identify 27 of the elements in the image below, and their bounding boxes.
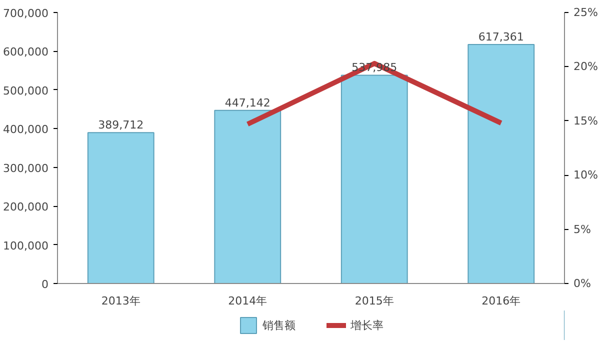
legend-label: 增长率 [350, 318, 384, 332]
y-tick-label: 0 [42, 278, 48, 291]
y-tick-label: 700,000 [3, 7, 49, 20]
y-tick-label: 100,000 [3, 239, 49, 252]
y2-tick-label: 15% [574, 114, 598, 128]
bar [340, 74, 408, 284]
y-tick-label: 400,000 [3, 123, 49, 136]
x-tick-label: 2015年 [354, 294, 394, 308]
y-tick-label: 500,000 [3, 84, 49, 98]
x-tick-label: 2013年 [101, 294, 140, 308]
y-tick-label: 600,000 [3, 46, 49, 59]
x-tick-label: 2014年 [228, 294, 268, 308]
y2-tick-label: 5% [574, 222, 591, 236]
bar [87, 132, 154, 284]
data-label: 447,142 [224, 96, 270, 110]
legend-label: 销售额 [262, 318, 296, 332]
bar [468, 44, 535, 284]
y2-tick-label: 10% [574, 168, 598, 182]
y2-tick-label: 0% [574, 277, 591, 290]
bar [214, 110, 282, 284]
y2-tick-label: 25% [574, 6, 598, 19]
y2-tick-label: 20% [574, 60, 598, 74]
y-tick-label: 300,000 [3, 162, 49, 175]
x-tick-label: 2016年 [482, 294, 521, 308]
data-label: 389,712 [98, 118, 144, 132]
data-label: 617,361 [478, 30, 524, 44]
y-tick-label: 200,000 [3, 200, 49, 214]
